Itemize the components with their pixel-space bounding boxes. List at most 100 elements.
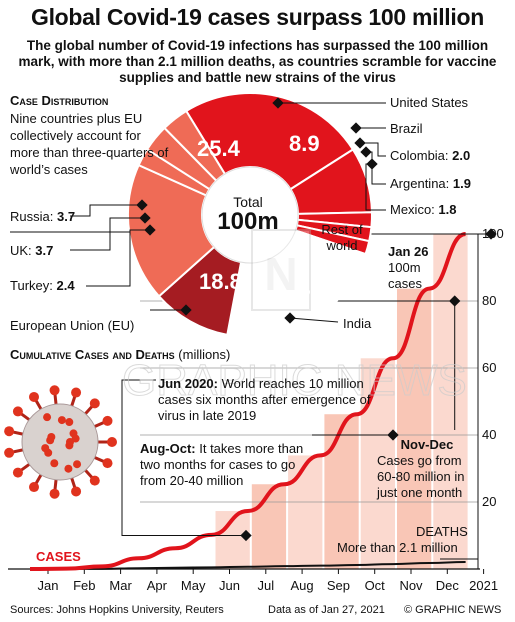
virus-spike-tip: [49, 488, 60, 499]
virus-spike-tip: [49, 385, 60, 396]
month-bands: [215, 234, 468, 569]
virus-dot: [71, 434, 80, 443]
virus-spike-tip: [89, 475, 100, 486]
label-russia: Russia: 3.7: [10, 209, 76, 224]
footer-credit: © GRAPHIC NEWS: [404, 604, 502, 616]
label-uk: UK: 3.7: [10, 243, 54, 258]
deaths-line: [30, 560, 466, 570]
x-tick-label: Jun: [219, 578, 240, 593]
cases-line: [29, 232, 467, 571]
label-india: India: [343, 316, 372, 331]
y-tick-label: 80: [482, 293, 497, 308]
leader-turkey: [86, 229, 150, 287]
leader-uk: [70, 217, 145, 251]
band: [288, 455, 323, 569]
y-tick-label: 100: [482, 226, 504, 241]
leader-dot-eu: [180, 304, 192, 316]
augoct-annotation: Aug-Oct: It takes more than two months f…: [140, 441, 304, 488]
leader-argentina: [366, 151, 386, 185]
label-eu: European Union (EU): [10, 318, 135, 333]
virus-spike-tip: [12, 406, 23, 417]
label-turkey: Turkey: 2.4: [10, 278, 75, 293]
leader-dot-brazil: [350, 122, 362, 134]
virus-body: [21, 403, 99, 481]
virus-spike-tip: [29, 391, 39, 402]
label-argentina: Argentina: 1.9: [390, 176, 471, 191]
cases-series-label: CASES: [36, 549, 81, 564]
slice-value-india: 10.7: [268, 286, 311, 311]
donut-chart: [127, 92, 373, 338]
virus-spike-tip: [102, 415, 113, 426]
slice-value-eu: 18.8: [199, 269, 242, 294]
leader-lines: [10, 97, 386, 324]
watermark-logo: N: [251, 229, 311, 311]
virus-spike-tip: [71, 486, 82, 497]
x-tick-label: May: [180, 578, 206, 593]
virus-spike-tip: [107, 437, 117, 447]
leader-dot-mexico: [366, 158, 378, 170]
virus-illustration: [4, 385, 117, 499]
x-tick-label: Dec: [435, 578, 459, 593]
virus-spike-tip: [102, 458, 113, 469]
band: [433, 234, 468, 569]
rest-of-world-label: Rest of world: [321, 222, 363, 253]
label-colombia: Colombia: 2.0: [390, 148, 471, 163]
slice-value-us: 25.4: [197, 136, 240, 161]
virus-dot: [41, 444, 50, 453]
label-united-states: United States: [390, 95, 469, 110]
footer-date: Data as of Jan 27, 2021: [268, 604, 385, 616]
distribution-heading: Case Distribution: [10, 93, 109, 108]
virus-spike-tip: [4, 447, 15, 458]
cumulative-heading: Cumulative Cases and Deaths (millions): [10, 347, 231, 362]
virus-spike-tip: [71, 387, 82, 398]
deaths-text: More than 2.1 million: [337, 540, 458, 555]
virus-dot: [65, 441, 74, 450]
donut-center-value: 100m: [217, 208, 279, 235]
y-tick-label: 20: [482, 494, 497, 509]
x-tick-label: Mar: [109, 578, 132, 593]
leader-dot-argentina: [360, 146, 372, 158]
virus-dot: [73, 460, 82, 469]
leader-dot-uk: [139, 212, 151, 224]
x-tick-label: Apr: [146, 578, 167, 593]
leader-dot-colombia: [354, 137, 366, 149]
label-brazil: Brazil: [390, 121, 423, 136]
virus-spike-tip: [29, 482, 39, 493]
x-tick-label: Feb: [73, 578, 96, 593]
x-tick-label: 2021: [469, 578, 499, 593]
x-tick-label: Nov: [399, 578, 423, 593]
slice-value-brazil: 8.9: [289, 131, 320, 156]
leader-russia: [70, 204, 142, 217]
novdec-annotation: Nov-Dec Cases go from 60-80 million in ju…: [377, 437, 465, 500]
virus-dot: [47, 433, 56, 441]
leader-dot-turkey: [144, 224, 156, 236]
leader-colombia: [360, 142, 386, 157]
svg-text:N: N: [264, 248, 297, 300]
watermark-text: GRAPHIC NEWS: [122, 356, 467, 405]
x-tick-label: Aug: [290, 578, 314, 593]
virus-dot: [65, 418, 74, 427]
virus-dot: [50, 459, 59, 468]
band: [251, 484, 287, 569]
virus-dot: [43, 413, 52, 422]
donut-hole: [201, 166, 299, 264]
y-tick-label: 40: [482, 427, 497, 442]
jun-leader: [121, 379, 246, 536]
jun-annotation: Jun 2020: World reaches 10 million cases…: [158, 376, 371, 423]
distribution-text: Nine countries plus EU collectively acco…: [10, 111, 169, 177]
label-mexico: Mexico: 1.8: [390, 202, 457, 217]
page-subtitle: The global number of Covid-19 infections…: [18, 38, 497, 85]
x-tick-label: Jul: [257, 578, 275, 593]
donut-center-label: Total: [233, 194, 263, 210]
band: [397, 288, 432, 569]
virus-spike-tip: [89, 398, 100, 409]
virus-dot: [64, 464, 73, 473]
leader-india: [289, 317, 339, 323]
y-tick-label: 60: [482, 360, 497, 375]
x-tick-label: Sep: [326, 578, 350, 593]
virus-spike-tip: [12, 467, 23, 478]
jan26-annotation: Jan 26 100m cases: [388, 244, 429, 291]
band: [360, 358, 395, 569]
leader-dot-russia: [136, 199, 148, 211]
